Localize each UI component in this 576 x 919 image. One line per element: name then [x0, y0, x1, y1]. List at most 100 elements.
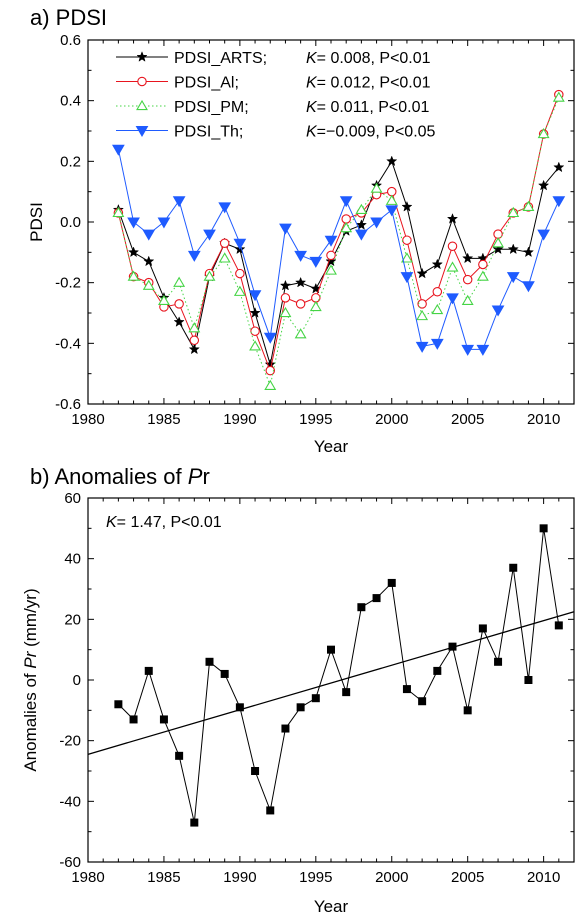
panel-b-series-line-0 [118, 528, 560, 823]
panel-a-series-3-point [127, 217, 140, 229]
panel-a-series-3-point [294, 250, 307, 262]
panel-a-series-1-point [478, 259, 488, 270]
legend-stat-value: =−0.009, P<0.05 [317, 124, 436, 141]
panel-a-series-2-point [431, 303, 444, 315]
legend-marker-1 [137, 76, 147, 87]
panel-b-series-0-point [357, 603, 366, 612]
panel-a-series-1-point [235, 268, 245, 279]
panel-a-series-2-point [218, 252, 231, 263]
panel-a-x-tick-label: 2010 [527, 411, 560, 428]
legend-stat-value: = 0.008, P<0.01 [317, 50, 431, 67]
panel-a-series-2-point [188, 322, 201, 333]
panel-b-series-0-point [418, 697, 427, 706]
panel-b-series-0-point [494, 657, 503, 666]
panel-a-series-2-point [127, 270, 140, 281]
legend-stat-1: K= 0.012, P<0.01 [306, 75, 431, 92]
panel-a-series-0-point [401, 200, 413, 212]
legend-stat-k: K [306, 99, 318, 116]
panel-a-series-2-point [355, 203, 368, 215]
panel-b-series-0-point [175, 751, 184, 760]
panel-a-series-3-point [446, 293, 459, 305]
panel-b-series-0-point [539, 524, 548, 533]
panel-b-series-0-point [129, 715, 138, 724]
panel-a-series-2-point [279, 306, 292, 318]
panel-b-series-0-point [205, 657, 214, 666]
panel-a-series-1-point [402, 235, 412, 245]
panel-a-series-2-point [309, 300, 322, 312]
panel-a-y-tick-label: -0.4 [55, 335, 81, 352]
panel-b-series-0-point [463, 706, 472, 715]
panel-a-series-0-point [522, 246, 535, 258]
panel-a-series-2-point [370, 182, 383, 193]
panel-a-series-1-point [447, 241, 458, 252]
panel-a-series-2-point [461, 294, 474, 306]
panel-a-x-tick-label: 1985 [147, 411, 180, 428]
panel-b-x-tick-label: 1985 [147, 869, 180, 886]
panel-b-title: b) Anomalies of Pr [30, 464, 210, 489]
panel-a-y-tick-label: 0.0 [60, 214, 81, 231]
panel-b-series-0-point [509, 563, 518, 572]
panel-a-series-3-point [324, 235, 338, 247]
panel-a-series-3-point [461, 344, 475, 356]
panel-a-series-3-point [263, 332, 277, 344]
panel-a-series-0-point [416, 267, 428, 279]
panel-a-series-1-point [386, 186, 397, 197]
legend-label-1: PDSI_Al; [174, 75, 239, 92]
panel-a-series-3-point [309, 256, 323, 268]
panel-b-series-0-point [387, 578, 396, 587]
panel-a-y-axis-label: PDSI [27, 202, 46, 242]
legend-stat-3: K=−0.009, P<0.05 [306, 124, 436, 141]
panel-a-series-1-point [417, 299, 427, 309]
panel-a-series-2-point [385, 194, 398, 205]
panel-a-series-3-point [142, 229, 156, 241]
panel-a-series-2-point [249, 340, 262, 351]
panel-a-series-2-point [157, 294, 170, 306]
panel-a-series-3-point [218, 202, 232, 214]
panel-a-series-2-point [173, 276, 186, 287]
panel-a-series-3-point [157, 217, 171, 229]
panel-a-series-0-point [295, 276, 307, 288]
panel-a-pdsi: a) PDSI 1980 1985 1990 1995 2000 2005 2010 -0.6… [27, 5, 575, 456]
panel-a-series-0-point [431, 258, 443, 270]
panel-a-series-3-point [506, 272, 520, 284]
panel-a-series-3-point [400, 272, 414, 284]
panel-a-series-0-point [355, 219, 367, 230]
panel-a-series-0-point [553, 161, 565, 173]
panel-b-series-0-point [144, 666, 153, 675]
panel-a-series-1-point [295, 299, 306, 309]
panel-a-x-tick-label: 1990 [223, 411, 256, 428]
panel-b-series-0-point [266, 806, 275, 815]
panel-b-x-tick-label: 1980 [71, 869, 104, 886]
legend-marker-3 [135, 126, 149, 137]
panel-a-series-2-point [492, 237, 505, 248]
panel-a-series-0-point [173, 316, 185, 327]
panel-a-series-1-point [280, 293, 291, 303]
panel-a-series-0-point [188, 343, 200, 355]
panel-a-series-2-point [325, 264, 337, 275]
panel-a-series-0-point [386, 155, 398, 167]
panel-a-y-tick-label: -0.6 [55, 396, 81, 413]
panel-a-series-1-point [462, 274, 473, 285]
legend-stat-k: K [306, 75, 318, 92]
panel-a-series-3-point [233, 238, 247, 250]
panel-b-y-axis-label: Anomalies of Pr (mm/yr) [21, 588, 40, 771]
panel-b-series-0-point [554, 621, 563, 630]
panel-a-series-3-point [112, 144, 125, 156]
panel-a-series-2-point [340, 221, 353, 233]
panel-a-x-tick-label: 2005 [451, 411, 484, 428]
panel-a-series-1-point [311, 293, 321, 303]
panel-b-series-0-point [402, 685, 411, 694]
panel-b-y-tick-label: 40 [64, 551, 81, 568]
legend-stat-k: K [306, 124, 318, 141]
panel-a-series-line-0 [117, 160, 560, 365]
panel-a-series-3-point [552, 196, 566, 208]
panel-a-title: a) PDSI [30, 5, 107, 30]
panel-b-x-tick-label: 2010 [527, 869, 560, 886]
panel-a-series-2-point [552, 91, 565, 102]
panel-b-series-0-point [220, 669, 229, 678]
panel-a-series-3-point [248, 290, 262, 302]
panel-a-series-2-point [476, 270, 489, 281]
panel-b-x-tick-label: 1990 [223, 869, 256, 886]
panel-a-ticks: 1980 1985 1990 1995 2000 2005 2010 -0.6 -0.4 -0.2… [55, 32, 575, 428]
panel-b-series [87, 524, 575, 827]
